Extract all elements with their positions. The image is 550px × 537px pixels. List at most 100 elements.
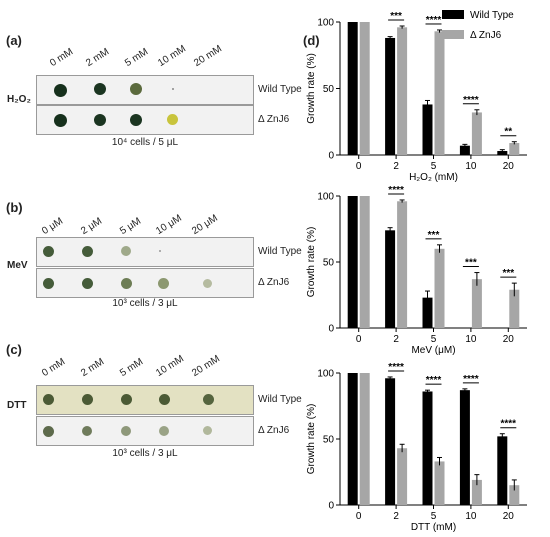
colony-spot [203,279,212,288]
x-axis-label: DTT (mM) [411,522,456,533]
x-tick-label: 2 [393,334,399,345]
colony-spot [121,246,131,256]
significance-label: **** [463,374,479,385]
x-tick-label: 0 [356,161,362,172]
legend-swatch-wild-type [442,10,464,19]
y-tick-label: 50 [323,258,335,269]
bar-wild-type [347,22,358,155]
x-tick-label: 10 [465,334,477,345]
colony-spot [130,83,142,95]
bar-znj6 [397,448,408,505]
colony-spot [121,278,132,289]
colony-spot [82,426,92,436]
y-tick-label: 100 [317,192,334,203]
x-tick-label: 20 [503,161,515,172]
bar-znj6 [471,479,482,505]
colony-spot [94,83,106,95]
bar-wild-type [385,37,396,155]
x-tick-label: 0 [356,334,362,345]
stress-label-dtt: DTT [7,400,27,411]
significance-label: *** [428,230,440,241]
colony-spot [159,250,161,252]
panel-label-c: (c) [6,342,22,357]
significance-label: ** [504,127,512,138]
colony-spot [54,84,67,97]
x-tick-label: 5 [431,334,437,345]
bar-znj6 [359,196,370,328]
bar-znj6 [434,461,445,505]
bar-wild-type [422,391,433,505]
colony-spot [43,278,54,289]
y-tick-label: 50 [323,435,335,446]
chart-h2o2: 0 50 100 Growth rate (%) 0 2 *** 5 **** 10 **** 20 *… [306,11,527,183]
bar-wild-type [422,104,433,155]
significance-label: **** [388,185,404,196]
legend: Wild Type Δ ZnJ6 [442,10,514,41]
x-tick-label: 20 [503,334,515,345]
y-tick-label: 100 [317,18,334,29]
chart-mev: 0 50 100 Growth rate (%) 0 2 **** 5 *** 10 *** 20 **… [306,185,527,356]
y-tick-label: 0 [328,324,334,335]
row-label-znj6: Δ ZnJ6 [258,425,290,436]
legend-label: Δ ZnJ6 [470,30,502,41]
y-tick-label: 100 [317,369,334,380]
colony-spot [159,426,169,436]
colony-spot [82,278,93,289]
x-tick-label: 5 [431,161,437,172]
cell-density-caption: 10⁴ cells / 5 μL [111,137,179,148]
row-label-wild-type: Wild Type [258,84,302,95]
cell-density-caption: 10³ cells / 3 μL [112,298,178,309]
x-axis-label: MeV (μM) [411,345,455,356]
significance-label: **** [426,15,442,26]
bar-wild-type [459,390,470,505]
bar-wild-type [497,436,508,505]
x-tick-label: 10 [465,511,477,522]
colony-spot [121,426,131,436]
bar-znj6 [434,31,445,156]
y-tick-label: 0 [328,151,334,162]
colony-spot [159,394,170,405]
bar-znj6 [434,248,445,328]
significance-label: **** [463,95,479,106]
chart-dtt: 0 50 100 Growth rate (%) 0 2 **** 5 **** 10 **** 20… [306,362,527,533]
bar-wild-type [385,230,396,328]
plate-znj6-mev [36,268,254,298]
panel-label-d: (d) [303,33,320,48]
plate-wild-type-dtt [36,385,254,415]
y-tick-label: 50 [323,84,335,95]
bar-znj6 [397,27,408,155]
plate-znj6-h2o2 [36,105,254,135]
row-label-znj6: Δ ZnJ6 [258,114,290,125]
bar-wild-type [497,151,508,155]
bar-wild-type [459,145,470,155]
row-label-znj6: Δ ZnJ6 [258,277,290,288]
colony-spot [82,394,93,405]
cell-density-caption: 10³ cells / 3 μL [112,448,178,459]
colony-spot [203,394,214,405]
significance-label: **** [426,375,442,386]
colony-spot [43,246,54,257]
bar-znj6 [509,289,520,328]
plate-wild-type-h2o2 [36,75,254,105]
colony-spot [43,426,54,437]
bar-znj6 [359,22,370,155]
legend-swatch-znj6 [442,30,464,39]
x-tick-label: 2 [393,511,399,522]
plate-wild-type-mev [36,237,254,267]
panel-label-b: (b) [6,200,23,215]
row-label-wild-type: Wild Type [258,394,302,405]
y-axis-label: Growth rate (%) [306,404,317,475]
colony-spot [54,114,67,127]
x-tick-label: 5 [431,511,437,522]
y-tick-label: 0 [328,501,334,512]
stress-label-h2o2: H₂O₂ [7,94,31,105]
significance-label: **** [388,362,404,373]
row-label-wild-type: Wild Type [258,246,302,257]
significance-label: **** [501,419,517,430]
significance-label: *** [390,11,402,22]
colony-spot [43,394,54,405]
bar-znj6 [471,112,482,155]
colony-spot [158,278,169,289]
bar-znj6 [359,373,370,505]
x-axis-label: H₂O₂ (mM) [409,172,458,183]
